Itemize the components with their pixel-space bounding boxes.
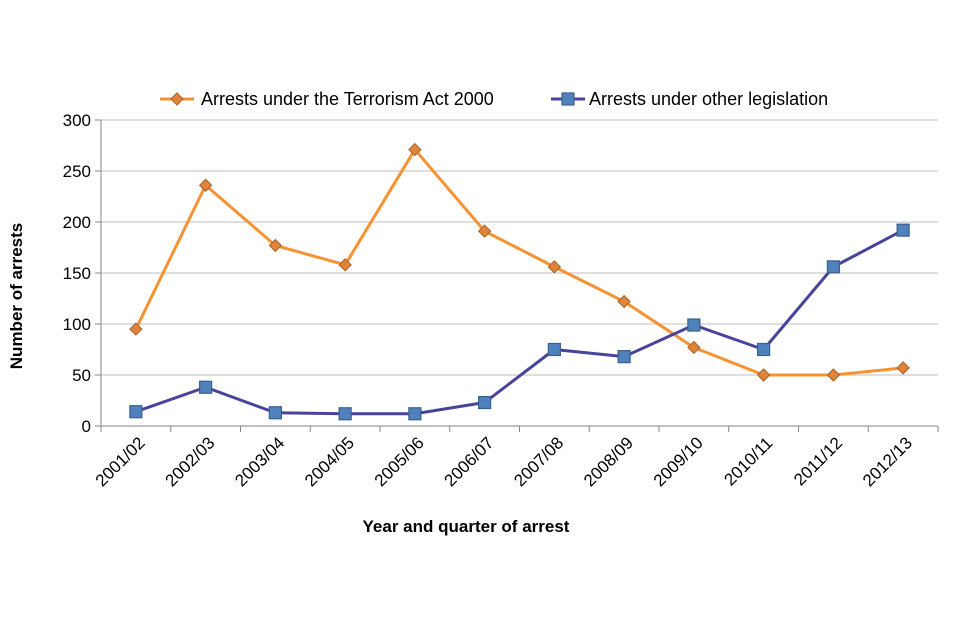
y-tick-label: 250 [63, 162, 91, 181]
y-tick-label: 150 [63, 264, 91, 283]
data-point [338, 258, 352, 272]
data-point [826, 260, 840, 274]
data-point [408, 407, 422, 421]
data-point [617, 294, 631, 309]
data-point [617, 350, 631, 364]
x-tick-label: 2001/02 [92, 433, 149, 490]
data-point [687, 340, 701, 355]
series-line [134, 148, 904, 377]
legend-marker [170, 92, 184, 106]
x-axis-ticks: 2001/02 2002/03 2003/04 2004/05 2005/06 2006/… [92, 426, 939, 490]
data-point [338, 407, 352, 421]
x-tick-label: 2004/05 [301, 433, 358, 490]
x-tick-label: 2011/12 [790, 433, 846, 489]
data-point [268, 238, 283, 253]
y-tick-label: 300 [63, 111, 91, 130]
data-point [129, 405, 143, 419]
data-point [757, 342, 771, 357]
data-point [896, 223, 910, 237]
data-point [408, 142, 422, 157]
y-tick-label: 0 [82, 417, 91, 436]
data-point [268, 406, 282, 420]
x-tick-label: 2012/13 [859, 433, 916, 490]
x-tick-label: 2002/03 [162, 433, 219, 490]
data-point [478, 395, 492, 410]
legend-label: Arrests under the Terrorism Act 2000 [201, 89, 494, 109]
series-1 [129, 142, 910, 382]
data-point [198, 178, 213, 192]
data-point [199, 380, 213, 394]
y-axis-title: Number of arrests [7, 223, 26, 369]
series-layer [129, 142, 910, 421]
data-point [687, 318, 701, 332]
x-tick-label: 2010/11 [720, 433, 776, 489]
x-axis-title: Year and quarter of arrest [363, 517, 570, 536]
legend-label: Arrests under other legislation [589, 89, 828, 109]
data-point [129, 322, 143, 336]
legend: Arrests under the Terrorism Act 2000 Arre… [160, 89, 828, 109]
y-axis-ticks: 0 50 100 150 200 250 300 [63, 111, 101, 436]
x-tick-label: 2003/04 [231, 433, 288, 490]
data-point [756, 368, 771, 382]
y-tick-label: 100 [63, 315, 91, 334]
legend-item-2: Arrests under other legislation [551, 89, 828, 109]
x-tick-label: 2007/08 [510, 433, 567, 490]
data-point [547, 342, 561, 357]
x-tick-label: 2009/10 [650, 433, 707, 490]
x-tick-label: 2006/07 [441, 433, 498, 490]
data-point [477, 224, 492, 238]
data-point [896, 361, 910, 375]
series-line [135, 228, 904, 416]
legend-item-1: Arrests under the Terrorism Act 2000 [160, 89, 494, 109]
y-tick-label: 200 [63, 213, 91, 232]
data-point [826, 368, 841, 382]
legend-marker [561, 92, 575, 106]
data-point [547, 260, 562, 274]
x-tick-label: 2008/09 [580, 433, 637, 490]
x-tick-label: 2005/06 [371, 433, 428, 490]
y-tick-label: 50 [72, 366, 91, 385]
series-2 [129, 223, 910, 421]
